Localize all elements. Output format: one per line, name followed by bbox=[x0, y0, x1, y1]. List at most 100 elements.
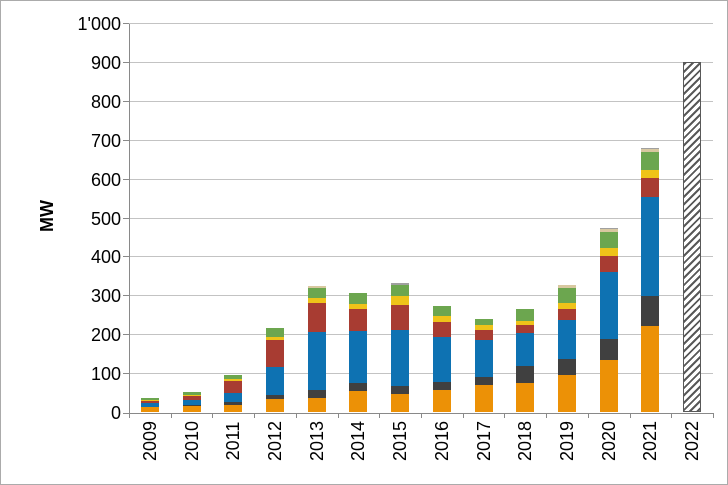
orange-segment bbox=[182, 406, 201, 412]
blue-segment bbox=[307, 331, 326, 390]
y-axis-tick bbox=[123, 178, 129, 180]
yellow-segment bbox=[641, 170, 660, 179]
x-axis-tick bbox=[421, 413, 422, 418]
dark-gray-segment bbox=[474, 376, 493, 385]
y-axis-tick bbox=[123, 100, 129, 102]
dark-gray-segment bbox=[266, 395, 284, 399]
x-axis-label-2015: 2015 bbox=[390, 420, 411, 462]
gridline bbox=[129, 100, 713, 102]
green-segment bbox=[558, 287, 576, 304]
x-axis-tick bbox=[254, 413, 255, 418]
beige-segment bbox=[307, 286, 326, 288]
x-axis-line bbox=[123, 413, 713, 414]
y-axis-tick bbox=[123, 217, 129, 219]
x-axis-tick bbox=[338, 413, 339, 418]
yellow-segment bbox=[140, 400, 159, 402]
x-axis-label-2017: 2017 bbox=[473, 420, 494, 462]
green-segment bbox=[432, 305, 451, 316]
yellow-segment bbox=[224, 378, 243, 382]
plot-area bbox=[129, 23, 713, 413]
beige-segment bbox=[599, 229, 618, 233]
dark-gray-segment bbox=[432, 381, 451, 390]
bar-2016 bbox=[432, 305, 451, 412]
x-axis-label-2020: 2020 bbox=[598, 420, 619, 462]
blue-segment bbox=[266, 367, 284, 396]
orange-segment bbox=[391, 393, 410, 412]
orange-segment bbox=[558, 375, 576, 412]
bar-2010 bbox=[182, 391, 201, 412]
gridline bbox=[129, 139, 713, 141]
x-axis-tick bbox=[212, 413, 213, 418]
x-axis-tick bbox=[630, 413, 631, 418]
dark-gray-segment bbox=[182, 405, 201, 407]
dark-red-segment bbox=[474, 329, 493, 341]
blue-segment bbox=[224, 392, 243, 402]
green-segment bbox=[224, 374, 243, 379]
y-axis-tick bbox=[123, 373, 129, 375]
x-axis-label-2010: 2010 bbox=[181, 420, 202, 462]
blue-segment bbox=[558, 319, 576, 359]
x-axis-label-2009: 2009 bbox=[139, 420, 160, 462]
dark-red-segment bbox=[558, 308, 576, 320]
yellow-segment bbox=[307, 298, 326, 304]
gridline bbox=[129, 334, 713, 336]
x-axis-tick bbox=[296, 413, 297, 418]
orange-segment bbox=[140, 407, 159, 412]
x-axis-label-2014: 2014 bbox=[348, 420, 369, 462]
yellow-segment bbox=[182, 395, 201, 397]
yellow-segment bbox=[599, 247, 618, 256]
dark-red-segment bbox=[224, 381, 243, 393]
orange-segment bbox=[641, 326, 660, 412]
yellow-segment bbox=[474, 325, 493, 330]
dark-red-segment bbox=[349, 308, 368, 332]
dark-red-segment bbox=[599, 255, 618, 273]
dark-red-segment bbox=[391, 305, 410, 330]
dark-red-segment bbox=[641, 178, 660, 197]
orange-segment bbox=[224, 404, 243, 412]
x-axis-label-2013: 2013 bbox=[306, 420, 327, 462]
gridline bbox=[129, 373, 713, 375]
yellow-segment bbox=[516, 321, 535, 326]
gridline bbox=[129, 178, 713, 180]
yellow-segment bbox=[266, 336, 284, 341]
orange-segment bbox=[474, 384, 493, 412]
x-axis-label-2019: 2019 bbox=[557, 420, 577, 462]
dark-gray-segment bbox=[140, 406, 159, 408]
x-axis-tick bbox=[129, 413, 130, 418]
light-gray-cap-segment bbox=[641, 147, 660, 150]
dark-red-segment bbox=[266, 340, 284, 368]
y-axis-label: 600 bbox=[90, 169, 121, 190]
bar-2014 bbox=[349, 293, 368, 412]
orange-segment bbox=[599, 359, 618, 412]
beige-segment bbox=[558, 285, 576, 288]
dark-red-segment bbox=[140, 401, 159, 404]
bar-2020 bbox=[599, 227, 618, 412]
gridline bbox=[129, 61, 713, 63]
yellow-segment bbox=[391, 296, 410, 306]
y-axis-label: 900 bbox=[90, 52, 121, 73]
blue-segment bbox=[474, 340, 493, 377]
bar-2021 bbox=[641, 147, 660, 412]
green-segment bbox=[307, 287, 326, 299]
green-segment bbox=[516, 308, 535, 322]
gridline bbox=[129, 256, 713, 258]
green-segment bbox=[349, 293, 368, 304]
y-axis-line bbox=[129, 24, 130, 418]
y-axis-tick bbox=[123, 413, 129, 414]
y-axis-tick bbox=[123, 295, 129, 297]
bar-2018 bbox=[516, 308, 535, 412]
blue-segment bbox=[182, 399, 201, 406]
blue-segment bbox=[432, 337, 451, 382]
blue-segment bbox=[391, 329, 410, 386]
green-segment bbox=[391, 285, 410, 297]
dark-gray-segment bbox=[391, 385, 410, 394]
bar-2022 bbox=[683, 61, 702, 412]
light-gray-cap-segment bbox=[391, 282, 410, 286]
x-axis-tick bbox=[171, 413, 172, 418]
y-axis-tick bbox=[123, 256, 129, 258]
gridline bbox=[129, 217, 713, 219]
bar-2015 bbox=[391, 282, 410, 412]
gridline bbox=[129, 295, 713, 297]
dark-gray-segment bbox=[599, 338, 618, 360]
